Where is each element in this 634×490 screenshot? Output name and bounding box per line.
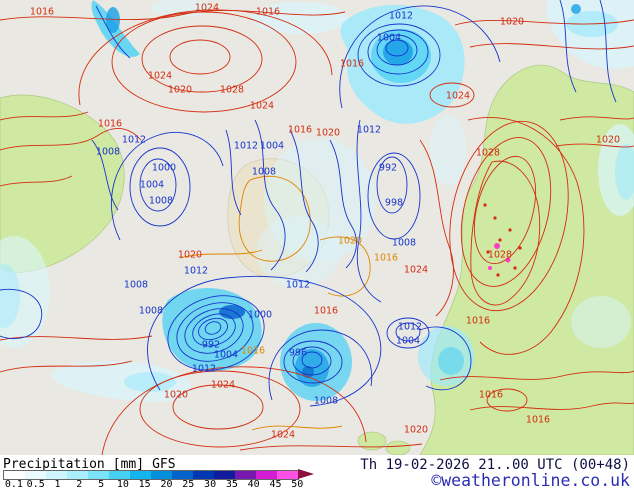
legend-title-unit: [mm] [112,457,145,472]
colorbar-segment [88,471,109,479]
colorbar-segment [109,471,130,479]
precip-colorbar [3,470,299,480]
colorbar-scale-value: 20 [160,479,173,490]
colorbar-segment [151,471,172,479]
colorbar-scale-value: 0.1 [4,479,23,490]
colorbar-segment [214,471,235,479]
colorbar-scale-value: 40 [247,479,260,490]
colorbar-segment [193,471,214,479]
legend-title: Precipitation [mm] GFS [3,457,176,472]
colorbar-scale-value: 10 [116,479,129,490]
colorbar-segment [172,471,193,479]
colorbar-scale-value: 35 [225,479,238,490]
colorbar-segment [277,471,298,479]
colorbar-segment [46,471,67,479]
isobar-red-layer [0,9,634,455]
legend-title-parameter: Precipitation [3,457,105,472]
precipitation-layer [0,0,634,402]
colorbar-arrow-icon [298,469,314,479]
colorbar-scale-value: 15 [138,479,151,490]
isobar-warm-layer [179,175,371,431]
colorbar-segment [25,471,46,479]
map-canvas [0,0,634,455]
colorbar-scale: 0.1 0.5 1 2 5 10 15 20 25 30 35 40 45 50 [3,479,308,490]
datetime-label: Th 19-02-2026 21..00 UTC (00+48) [360,457,630,473]
colorbar-scale-value: 5 [98,479,105,490]
legend-title-model: GFS [152,457,176,472]
colorbar-scale-value: 25 [182,479,195,490]
colorbar-scale-value: 1 [54,479,61,490]
colorbar-segment [130,471,151,479]
colorbar-scale-value: 0.5 [26,479,45,490]
colorbar-scale-value: 2 [76,479,83,490]
legend-bar: Precipitation [mm] GFS 0.1 0.5 1 2 5 10 15 20 25… [0,455,634,490]
colorbar-segment [4,471,25,479]
colorbar-scale-value: 45 [269,479,282,490]
colorbar-segment [256,471,277,479]
colorbar-segment [67,471,88,479]
colorbar-segment [235,471,256,479]
isobar-blue-layer [0,0,617,407]
copyright-link[interactable]: ©weatheronline.co.uk [431,471,630,490]
colorbar-scale-value: 30 [204,479,217,490]
precipitation-map: 1016 1024 1016 1012 1020 1004 1016 1024 1020 1028… [0,0,634,455]
colorbar-scale-value: 50 [291,479,304,490]
